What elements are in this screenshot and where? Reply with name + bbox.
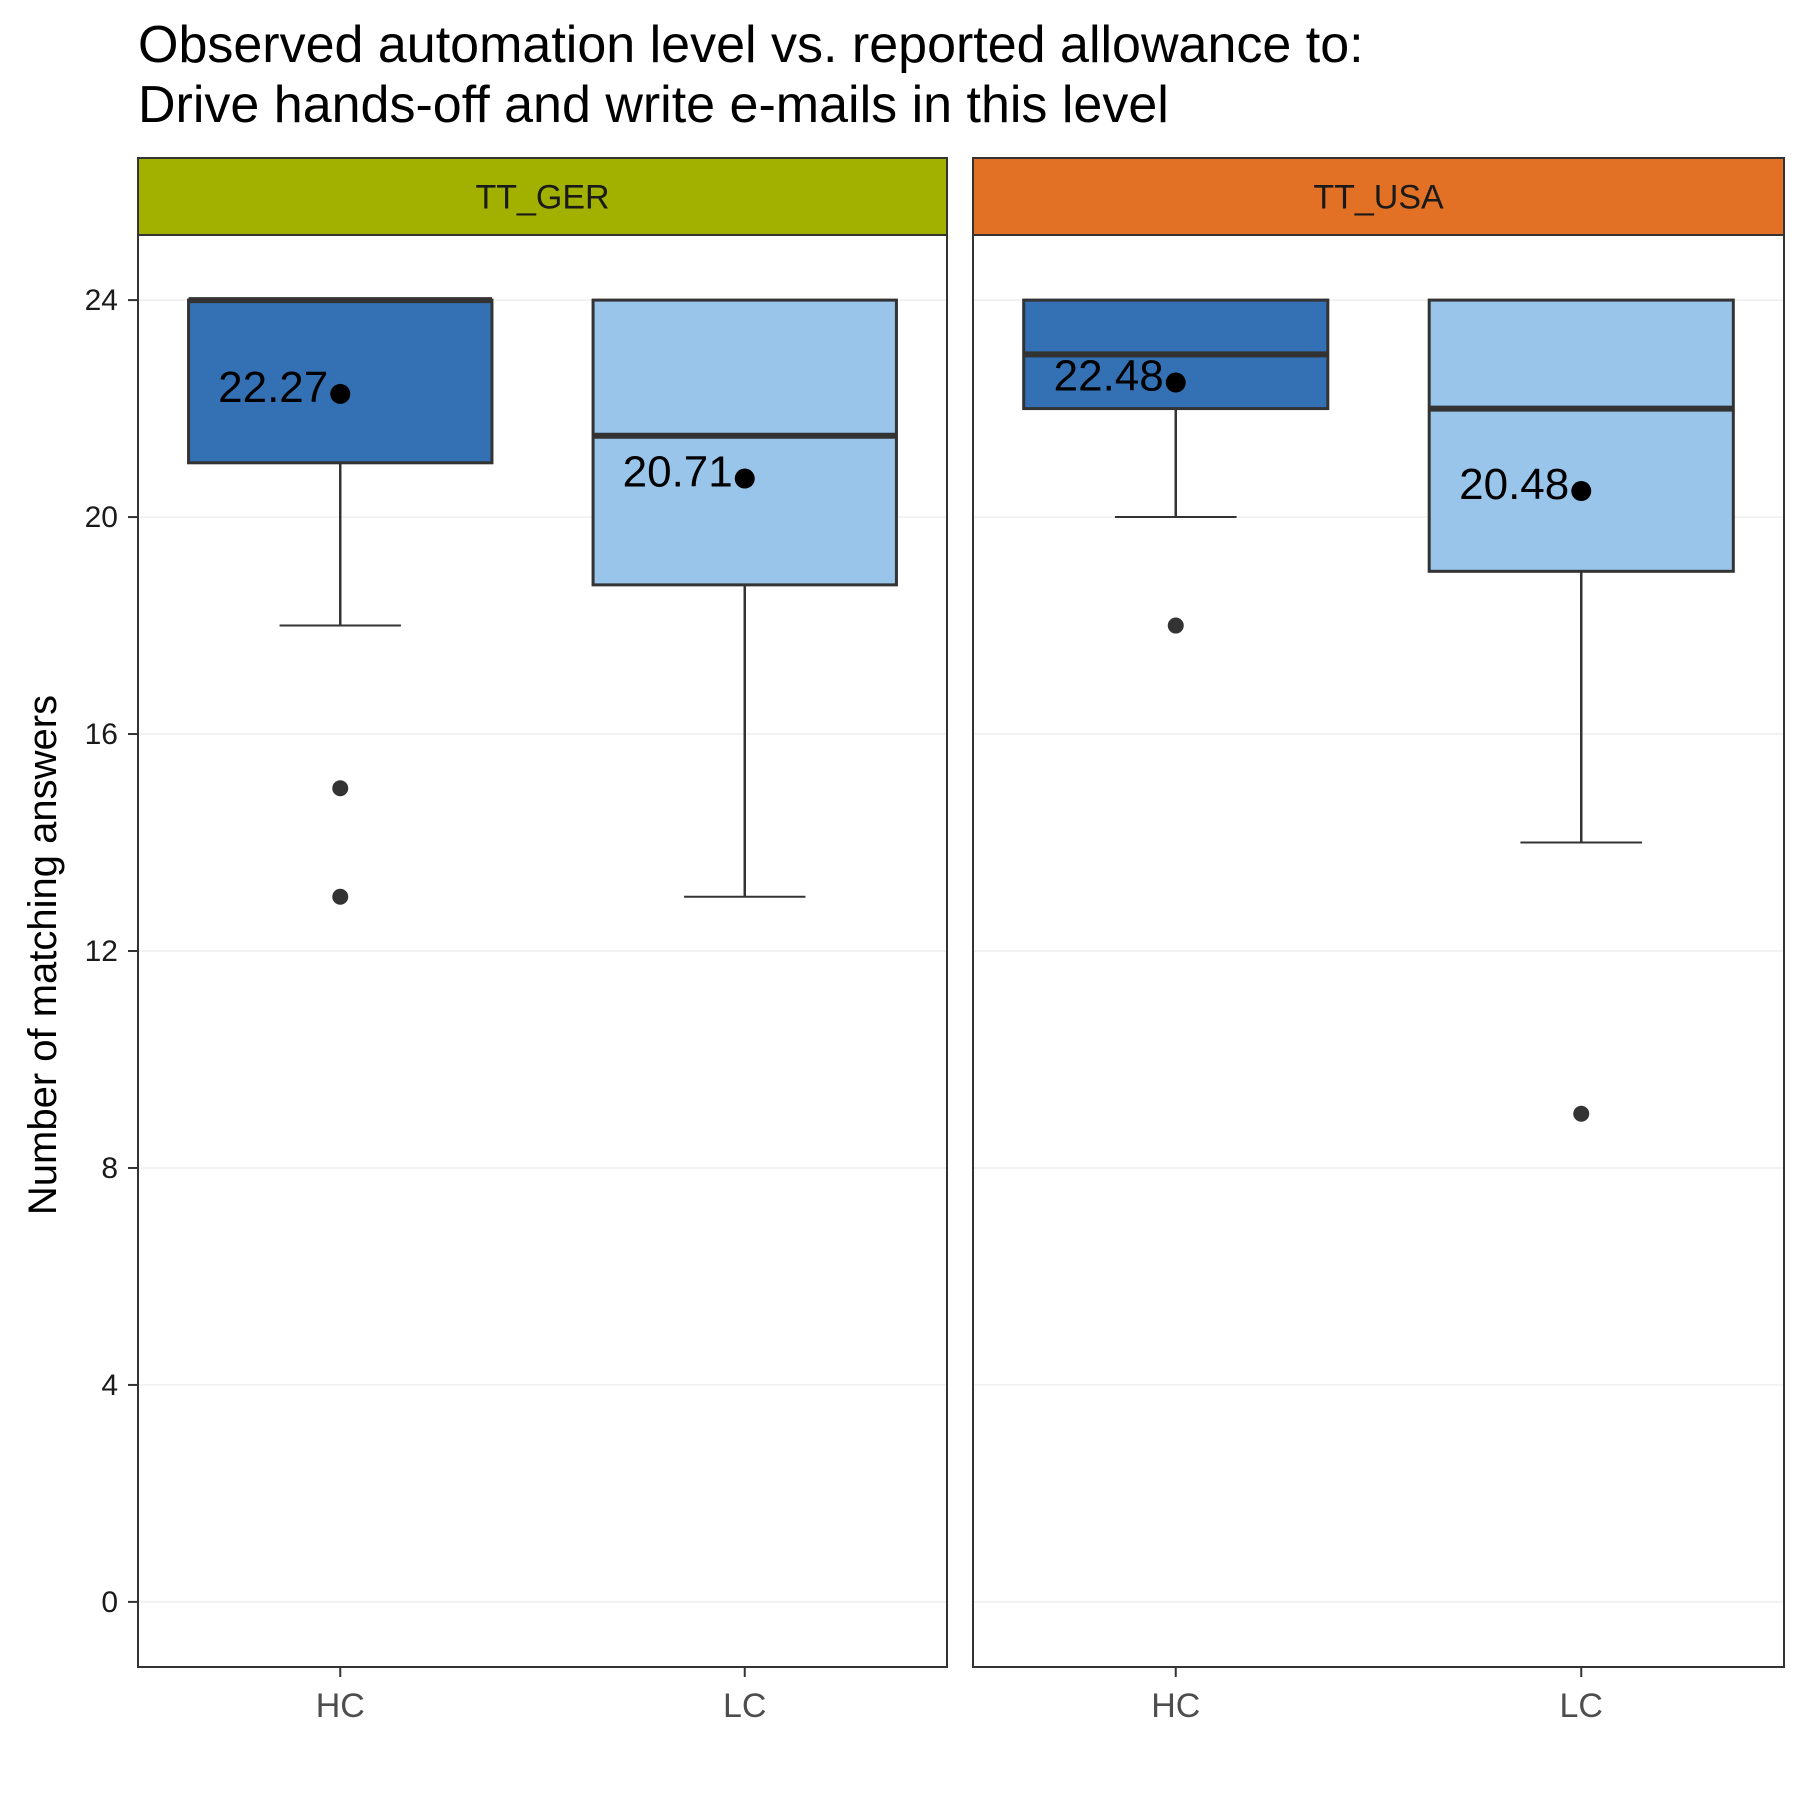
y-tick-label: 12 — [85, 935, 118, 968]
panel-tt-usa: TT_USA 22.48 20.48 HC LC — [972, 157, 1785, 1725]
box-lc: 20.48 — [1427, 298, 1735, 1122]
mean-label: 22.48 — [1054, 352, 1164, 401]
outlier-point — [1167, 617, 1184, 634]
panel-border — [972, 234, 1785, 1668]
y-tick-label: 20 — [85, 501, 118, 534]
mean-point — [1571, 481, 1592, 502]
strip-background — [972, 157, 1785, 236]
mean-label: 20.48 — [1459, 460, 1569, 509]
strip-background — [137, 157, 948, 236]
y-axis-label: Number of matching answers — [21, 695, 65, 1215]
chart-title-line-2: Drive hands-off and write e-mails in thi… — [138, 76, 1169, 134]
outlier-point — [332, 780, 349, 797]
box-lc: 20.71 — [591, 298, 898, 898]
panel-tt-ger: TT_GER 22.27 20.71 HC LC — [137, 157, 948, 1725]
y-tick-label: 4 — [101, 1369, 118, 1402]
y-tick-label: 24 — [85, 284, 118, 317]
strip-label: TT_GER — [475, 179, 609, 217]
outlier-point — [332, 888, 349, 905]
y-tick-label: 16 — [85, 718, 118, 751]
mean-point — [734, 468, 755, 489]
panel-border — [137, 234, 948, 1668]
box-hc: 22.27 — [187, 297, 494, 905]
mean-label: 20.71 — [623, 448, 733, 497]
box-iqr — [1427, 298, 1735, 573]
mean-point — [330, 383, 351, 404]
box-iqr — [187, 298, 494, 465]
y-tick-label: 8 — [101, 1152, 118, 1185]
x-tick-label: HC — [1151, 1687, 1200, 1725]
y-tick-label: 0 — [101, 1586, 118, 1619]
chart-title-line-1: Observed automation level vs. reported a… — [138, 16, 1364, 74]
x-tick-label: LC — [723, 1687, 766, 1725]
x-tick-label: LC — [1560, 1687, 1603, 1725]
mean-point — [1165, 372, 1186, 393]
outlier-point — [1573, 1105, 1590, 1122]
x-tick-label: HC — [316, 1687, 365, 1725]
strip-label: TT_USA — [1313, 179, 1444, 217]
box-iqr — [591, 298, 898, 587]
mean-label: 22.27 — [218, 363, 328, 412]
box-hc: 22.48 — [1022, 298, 1330, 634]
plot-area: 0 4 8 12 16 20 24 TT_GER 22.27 20.71 HC LC TT_USA 22.… — [85, 157, 1785, 1725]
